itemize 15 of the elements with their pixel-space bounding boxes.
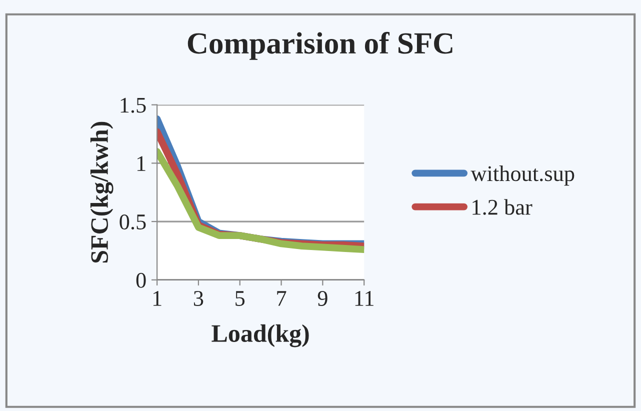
y-tick-label: 0.5 — [120, 214, 146, 230]
x-tick-label: 7 — [277, 291, 286, 306]
y-tick-label: 1 — [137, 156, 146, 171]
y-axis-title: SFC(kg/kwh) — [90, 122, 114, 263]
x-tick-label: 5 — [236, 291, 245, 306]
x-tick-label: 9 — [318, 291, 328, 306]
y-tick-label: 0 — [136, 272, 146, 288]
legend-label: without.sup — [470, 166, 574, 186]
y-tick-label: 1.5 — [120, 98, 146, 113]
x-tick-label: 11 — [355, 291, 374, 306]
x-tick-label: 1 — [153, 291, 162, 306]
x-tick-label: 3 — [194, 291, 204, 306]
legend-label: 1.2 bar — [472, 199, 532, 215]
x-axis-title: Load(kg) — [212, 324, 309, 348]
chart-title: Comparision of SFC — [188, 32, 452, 60]
